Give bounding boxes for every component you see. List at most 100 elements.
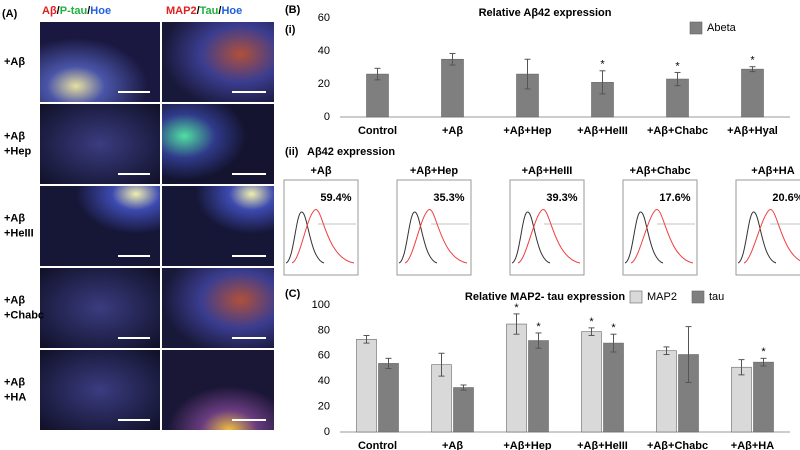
flow-panel-title: +Aβ+HeIII [522, 165, 573, 177]
error-bar [513, 313, 520, 335]
bar [528, 340, 549, 433]
x-tick-label: Control [358, 440, 397, 450]
flow-panel-title: +Aβ+Hep [410, 165, 459, 177]
error-bar [760, 357, 767, 367]
flow-percent: 39.3% [546, 192, 577, 204]
micrograph [40, 350, 160, 430]
x-tick-label: +Aβ [442, 125, 463, 137]
legend-label: Abeta [707, 22, 737, 34]
error-bar [460, 384, 467, 391]
column-header: MAP2/Tau/Hoe [166, 5, 242, 17]
significance: * [514, 302, 519, 314]
x-tick-label: +Aβ+Hep [503, 125, 552, 137]
panel-label: (C) [285, 288, 301, 300]
flow-histogram-control [285, 211, 325, 264]
error-bar [738, 359, 745, 376]
header-part: / [197, 5, 200, 17]
micrograph [40, 22, 160, 102]
bar [753, 361, 774, 433]
micrograph [40, 186, 160, 266]
error-bar [363, 334, 370, 344]
y-tick-label: 60 [318, 12, 330, 24]
bar [656, 350, 677, 433]
flow-percent: 20.6% [772, 192, 800, 204]
error-bar [535, 332, 542, 349]
bar [441, 58, 464, 118]
legend-label: tau [709, 291, 724, 303]
flow-histogram-abeta [404, 209, 468, 264]
error-bar [449, 52, 456, 66]
significance: * [589, 316, 594, 328]
flow-histogram-control [511, 211, 551, 264]
bar [741, 68, 764, 118]
panel-label: (A) [2, 8, 18, 20]
y-tick-label: 0 [324, 426, 330, 438]
legend-swatch [629, 290, 643, 304]
micrograph [162, 104, 274, 184]
micrograph [162, 186, 274, 266]
row-label: +Aβ [4, 294, 25, 306]
flow-histogram-abeta [743, 209, 800, 264]
x-tick-label: +Aβ+Chabc [647, 125, 708, 137]
x-tick-label: +Aβ+Hep [503, 440, 552, 450]
bar [506, 323, 527, 433]
micrograph [162, 268, 274, 348]
x-tick-label: +Aβ [442, 440, 463, 450]
error-bar [674, 71, 681, 87]
flow-histogram-abeta [517, 209, 581, 264]
panel-a: (A) [2, 8, 274, 430]
header-part: Hoe [90, 5, 111, 17]
x-tick-label: +Aβ+HA [731, 440, 774, 450]
error-bar [385, 357, 392, 369]
y-tick-label: 100 [312, 299, 330, 311]
legend-swatch [691, 290, 705, 304]
y-tick-label: 0 [324, 111, 330, 123]
flow-frame [735, 179, 800, 276]
row-label: +HeIII [4, 227, 34, 239]
error-bar [374, 67, 381, 81]
significance: * [611, 322, 616, 334]
flow-panel-title: +Aβ+Chabc [629, 165, 690, 177]
x-tick-label: +Aβ+HeIII [577, 125, 628, 137]
flow-panel-title: +Aβ+HA [751, 165, 794, 177]
flow-histogram-control [624, 211, 664, 264]
header-part: Tau [200, 5, 219, 17]
y-tick-label: 40 [318, 375, 330, 387]
column-header: Aβ/P-tau/Hoe [42, 5, 111, 17]
header-part: MAP2 [166, 5, 197, 17]
bar [453, 387, 474, 433]
flow-percent: 59.4% [320, 192, 351, 204]
chart-title: Relative MAP2- tau expression [465, 291, 625, 303]
bar [366, 73, 389, 118]
flow-histogram-abeta [630, 209, 694, 264]
bar [356, 338, 377, 433]
error-bar [685, 326, 692, 383]
error-bar [663, 346, 670, 356]
bar [603, 342, 624, 433]
flow-percent: 35.3% [433, 192, 464, 204]
x-tick-label: +Aβ+Hyal [727, 125, 778, 137]
micrograph [162, 350, 274, 430]
row-label: +Hep [4, 145, 31, 157]
header-part: P-tau [60, 5, 88, 17]
header-part: Hoe [221, 5, 242, 17]
chart-title: Relative Aβ42 expression [479, 7, 612, 19]
flow-panel-title: +Aβ [310, 165, 331, 177]
flow-percent: 17.6% [659, 192, 690, 204]
micrograph [40, 104, 160, 184]
error-bar [749, 66, 756, 73]
bar [731, 366, 752, 433]
flow-histogram-control [398, 211, 438, 264]
row-label: +Chabc [4, 309, 44, 321]
error-bar [438, 352, 445, 377]
flow-title: Aβ42 expression [307, 146, 395, 158]
row-label: +Aβ [4, 212, 25, 224]
flow-histogram-abeta [291, 209, 355, 264]
row-label: +HA [4, 391, 26, 403]
panel-label: (ii) [285, 146, 299, 158]
significance: * [750, 55, 755, 67]
significance: * [536, 321, 541, 333]
row-label: +Aβ [4, 56, 25, 68]
x-tick-label: +Aβ+Chabc [647, 440, 708, 450]
